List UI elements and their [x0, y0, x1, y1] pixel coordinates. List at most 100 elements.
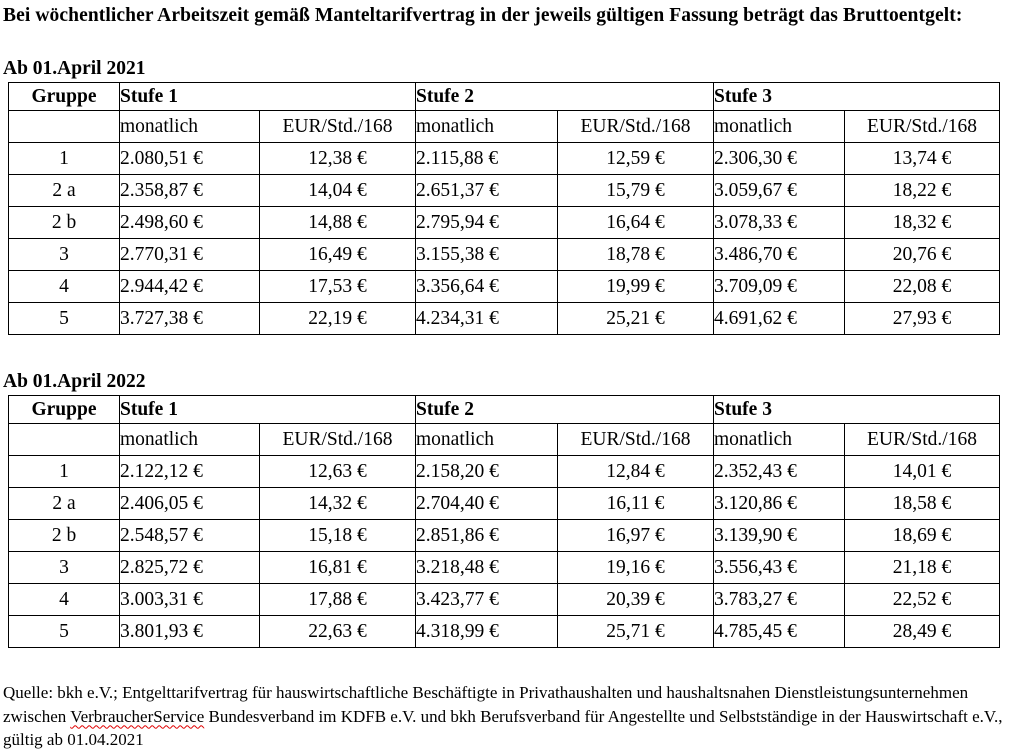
value-cell: 18,58 € — [844, 487, 1000, 520]
page-title: Bei wöchentlicher Arbeitszeit gemäß Mant… — [3, 5, 963, 26]
empty-cell — [8, 110, 120, 143]
value-cell: 16,49 € — [259, 238, 416, 271]
value-cell: 22,19 € — [259, 302, 416, 335]
value-cell: 2.770,31 € — [119, 238, 260, 271]
subheader-eur-std: EUR/Std./168 — [844, 110, 1000, 143]
section-2021: Ab 01.April 2021 Gruppe Stufe 1 Stufe 2 … — [3, 58, 1022, 335]
value-cell: 14,32 € — [259, 487, 416, 520]
value-cell: 3.423,77 € — [415, 583, 558, 616]
table-row: 2 b 2.548,57 € 15,18 € 2.851,86 € 16,97 … — [8, 519, 1000, 552]
value-cell: 3.783,27 € — [713, 583, 845, 616]
value-cell: 25,71 € — [557, 615, 714, 648]
spellcheck-underlined-word: VerbraucherService — [70, 706, 205, 726]
subheader-monatlich: monatlich — [415, 110, 558, 143]
source-line-2: zwischen VerbraucherService Bundesverban… — [3, 705, 1022, 729]
section-heading-2021: Ab 01.April 2021 — [3, 58, 146, 79]
table-row: 3 2.770,31 € 16,49 € 3.155,38 € 18,78 € … — [8, 238, 1000, 271]
value-cell: 3.003,31 € — [119, 583, 260, 616]
gruppe-cell: 4 — [8, 583, 120, 616]
value-cell: 3.356,64 € — [415, 270, 558, 303]
value-cell: 2.158,20 € — [415, 455, 558, 488]
column-header-stufe1: Stufe 1 — [119, 395, 416, 424]
column-header-gruppe: Gruppe — [8, 395, 120, 424]
table-subheader-row: monatlich EUR/Std./168 monatlich EUR/Std… — [8, 423, 1000, 456]
source-note: Quelle: bkh e.V.; Entgelttarifvertrag fü… — [3, 681, 1022, 752]
gruppe-cell: 2 a — [8, 487, 120, 520]
value-cell: 3.155,38 € — [415, 238, 558, 271]
source-line-1: Quelle: bkh e.V.; Entgelttarifvertrag fü… — [3, 683, 969, 702]
value-cell: 2.080,51 € — [119, 142, 260, 175]
value-cell: 3.801,93 € — [119, 615, 260, 648]
value-cell: 25,21 € — [557, 302, 714, 335]
value-cell: 2.704,40 € — [415, 487, 558, 520]
value-cell: 4.318,99 € — [415, 615, 558, 648]
value-cell: 18,78 € — [557, 238, 714, 271]
value-cell: 18,22 € — [844, 174, 1000, 207]
table-subheader-row: monatlich EUR/Std./168 monatlich EUR/Std… — [8, 110, 1000, 143]
value-cell: 21,18 € — [844, 551, 1000, 584]
section-heading-2022: Ab 01.April 2022 — [3, 371, 146, 392]
value-cell: 4.691,62 € — [713, 302, 845, 335]
value-cell: 2.651,37 € — [415, 174, 558, 207]
table-row: 1 2.122,12 € 12,63 € 2.158,20 € 12,84 € … — [8, 455, 1000, 488]
value-cell: 28,49 € — [844, 615, 1000, 648]
column-header-stufe1: Stufe 1 — [119, 82, 416, 111]
column-header-gruppe: Gruppe — [8, 82, 120, 111]
table-row: 2 a 2.406,05 € 14,32 € 2.704,40 € 16,11 … — [8, 487, 1000, 520]
value-cell: 20,39 € — [557, 583, 714, 616]
value-cell: 3.078,33 € — [713, 206, 845, 239]
table-row: 4 3.003,31 € 17,88 € 3.423,77 € 20,39 € … — [8, 583, 1000, 616]
subheader-eur-std: EUR/Std./168 — [557, 110, 714, 143]
subheader-monatlich: monatlich — [119, 110, 260, 143]
value-cell: 2.358,87 € — [119, 174, 260, 207]
gruppe-cell: 2 a — [8, 174, 120, 207]
value-cell: 13,74 € — [844, 142, 1000, 175]
subheader-monatlich: monatlich — [713, 110, 845, 143]
value-cell: 17,88 € — [259, 583, 416, 616]
column-header-stufe2: Stufe 2 — [415, 395, 714, 424]
value-cell: 2.944,42 € — [119, 270, 260, 303]
table-header-row: Gruppe Stufe 1 Stufe 2 Stufe 3 — [8, 82, 1000, 111]
value-cell: 18,32 € — [844, 206, 1000, 239]
value-cell: 18,69 € — [844, 519, 1000, 552]
subheader-monatlich: monatlich — [713, 423, 845, 456]
value-cell: 2.795,94 € — [415, 206, 558, 239]
gruppe-cell: 5 — [8, 302, 120, 335]
value-cell: 3.556,43 € — [713, 551, 845, 584]
value-cell: 2.851,86 € — [415, 519, 558, 552]
subheader-monatlich: monatlich — [415, 423, 558, 456]
source-line-2-suffix: Bundesverband im KDFB e.V. und bkh Beruf… — [204, 706, 1003, 726]
value-cell: 12,84 € — [557, 455, 714, 488]
value-cell: 20,76 € — [844, 238, 1000, 271]
value-cell: 14,04 € — [259, 174, 416, 207]
gruppe-cell: 3 — [8, 238, 120, 271]
gruppe-cell: 4 — [8, 270, 120, 303]
table-row: 3 2.825,72 € 16,81 € 3.218,48 € 19,16 € … — [8, 551, 1000, 584]
value-cell: 3.218,48 € — [415, 551, 558, 584]
value-cell: 4.234,31 € — [415, 302, 558, 335]
value-cell: 2.115,88 € — [415, 142, 558, 175]
value-cell: 12,63 € — [259, 455, 416, 488]
value-cell: 3.709,09 € — [713, 270, 845, 303]
gruppe-cell: 3 — [8, 551, 120, 584]
value-cell: 27,93 € — [844, 302, 1000, 335]
empty-cell — [8, 423, 120, 456]
table-row: 2 b 2.498,60 € 14,88 € 2.795,94 € 16,64 … — [8, 206, 1000, 239]
table-row: 5 3.727,38 € 22,19 € 4.234,31 € 25,21 € … — [8, 302, 1000, 335]
value-cell: 2.306,30 € — [713, 142, 845, 175]
value-cell: 19,16 € — [557, 551, 714, 584]
source-line-3: gültig ab 01.04.2021 — [3, 730, 144, 749]
value-cell: 16,97 € — [557, 519, 714, 552]
wage-table-2022: Gruppe Stufe 1 Stufe 2 Stufe 3 monatlich… — [8, 395, 1000, 648]
column-header-stufe2: Stufe 2 — [415, 82, 714, 111]
column-header-stufe3: Stufe 3 — [713, 395, 1000, 424]
value-cell: 12,59 € — [557, 142, 714, 175]
subheader-eur-std: EUR/Std./168 — [259, 423, 416, 456]
value-cell: 14,01 € — [844, 455, 1000, 488]
value-cell: 3.139,90 € — [713, 519, 845, 552]
value-cell: 15,18 € — [259, 519, 416, 552]
table-row: 1 2.080,51 € 12,38 € 2.115,88 € 12,59 € … — [8, 142, 1000, 175]
table-header-row: Gruppe Stufe 1 Stufe 2 Stufe 3 — [8, 395, 1000, 424]
gruppe-cell: 1 — [8, 142, 120, 175]
